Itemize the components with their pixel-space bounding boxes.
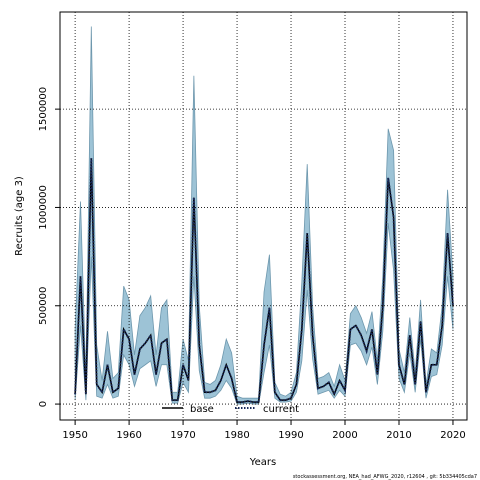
line-1 — [74, 158, 454, 404]
footer: stockassessment.org, NEA_had_AFWG_2020, … — [293, 474, 477, 480]
y-tick-label: 1000000 — [38, 185, 49, 230]
confidence-band — [74, 26, 454, 405]
x-axis-label: Years — [249, 457, 276, 468]
x-tick-label: 1960 — [116, 430, 141, 441]
x-tick-label: 1980 — [224, 430, 249, 441]
x-tick-label: 1990 — [278, 430, 303, 441]
x-tick-label: 2010 — [386, 430, 411, 441]
legend-label: base — [190, 404, 214, 415]
y-tick-label: 1500000 — [38, 87, 49, 132]
x-tick-label: 2020 — [440, 430, 465, 441]
x-tick-label: 1950 — [62, 430, 87, 441]
x-tick-label: 2000 — [332, 430, 357, 441]
legend-label: current — [263, 404, 299, 415]
y-tick-label: 500000 — [38, 287, 49, 325]
x-tick-label: 1970 — [170, 430, 195, 441]
y-axis-label: Recruits (age 3) — [14, 176, 25, 256]
y-tick-label: 0 — [38, 401, 49, 407]
plot-frame — [59, 11, 468, 421]
